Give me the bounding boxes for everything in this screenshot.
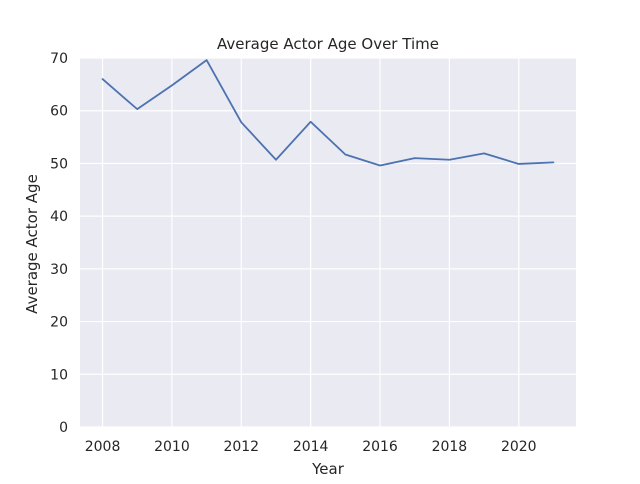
y-axis-title: Average Actor Age (23, 174, 41, 314)
y-tick-label: 50 (50, 156, 68, 172)
x-tick-label: 2014 (293, 439, 329, 455)
chart-title: Average Actor Age Over Time (217, 35, 439, 53)
x-axis-title: Year (311, 460, 345, 478)
x-tick-label: 2010 (154, 439, 190, 455)
x-axis-ticks: 2008 2010 2012 2014 2016 2018 2020 (85, 439, 537, 455)
y-tick-label: 20 (50, 315, 68, 331)
y-tick-label: 30 (50, 262, 68, 278)
x-tick-label: 2008 (85, 439, 121, 455)
x-tick-label: 2012 (223, 439, 259, 455)
x-tick-label: 2016 (362, 439, 398, 455)
y-tick-label: 10 (50, 367, 68, 383)
x-tick-label: 2020 (501, 439, 537, 455)
x-tick-label: 2018 (432, 439, 468, 455)
y-tick-label: 0 (59, 420, 68, 436)
plot-area (80, 58, 576, 427)
y-tick-label: 60 (50, 104, 68, 120)
y-axis-ticks: 0 10 20 30 40 50 60 70 (50, 51, 68, 436)
y-tick-label: 40 (50, 209, 68, 225)
y-tick-label: 70 (50, 51, 68, 67)
